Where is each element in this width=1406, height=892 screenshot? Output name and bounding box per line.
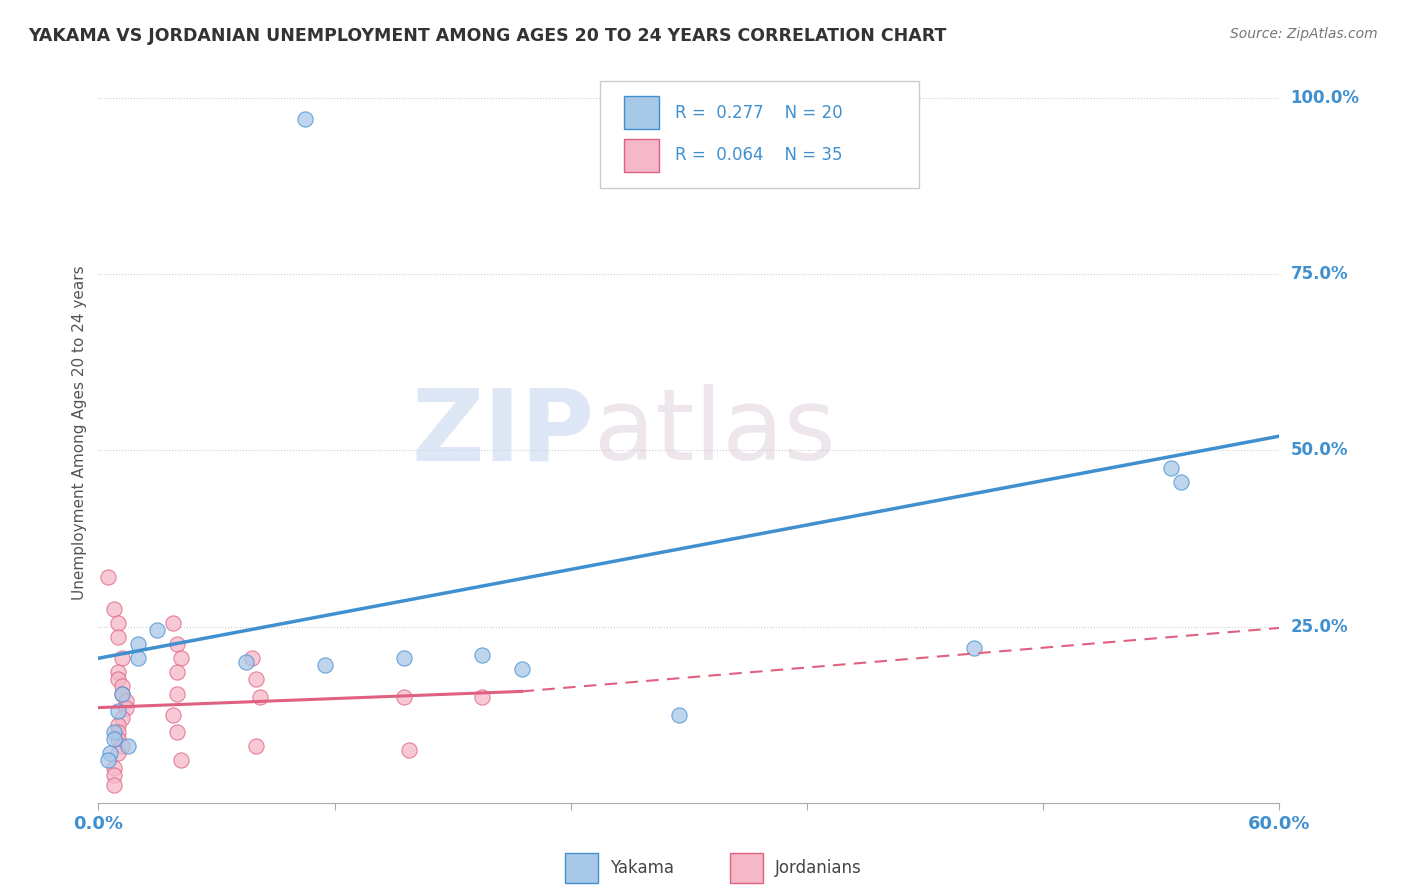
Point bbox=[510, 662, 533, 676]
Point bbox=[111, 651, 134, 665]
Point bbox=[162, 707, 184, 722]
Text: Yakama: Yakama bbox=[610, 859, 673, 877]
Point bbox=[111, 686, 134, 700]
Point bbox=[166, 686, 188, 700]
Point bbox=[170, 754, 193, 768]
Point bbox=[166, 725, 188, 739]
Point bbox=[107, 615, 129, 630]
Point bbox=[166, 637, 188, 651]
Point bbox=[294, 112, 316, 126]
Point bbox=[170, 651, 193, 665]
Point bbox=[117, 739, 139, 754]
Point bbox=[97, 570, 120, 584]
Point bbox=[107, 673, 129, 687]
Point bbox=[111, 739, 134, 754]
Point bbox=[398, 743, 420, 757]
Point bbox=[107, 732, 129, 747]
Point bbox=[111, 686, 134, 700]
Point bbox=[249, 690, 271, 704]
Point bbox=[107, 704, 129, 718]
Point bbox=[392, 690, 415, 704]
Point bbox=[107, 630, 129, 644]
Point bbox=[392, 651, 415, 665]
Text: 100.0%: 100.0% bbox=[1291, 88, 1360, 107]
Text: R =  0.064    N = 35: R = 0.064 N = 35 bbox=[675, 146, 842, 164]
Bar bbox=[565, 853, 598, 883]
Point bbox=[1160, 461, 1182, 475]
Point bbox=[314, 658, 336, 673]
Point bbox=[471, 690, 494, 704]
Point bbox=[103, 778, 125, 792]
Point bbox=[103, 602, 125, 616]
Point bbox=[235, 655, 257, 669]
Text: atlas: atlas bbox=[595, 384, 837, 481]
Point bbox=[245, 739, 267, 754]
Bar bbox=[730, 853, 763, 883]
Point bbox=[127, 637, 149, 651]
Point bbox=[245, 673, 267, 687]
Point bbox=[111, 711, 134, 725]
Point bbox=[115, 693, 138, 707]
Point bbox=[162, 615, 184, 630]
Point bbox=[107, 725, 129, 739]
Point bbox=[668, 707, 690, 722]
Point bbox=[103, 767, 125, 781]
Point bbox=[103, 760, 125, 774]
Text: R =  0.277    N = 20: R = 0.277 N = 20 bbox=[675, 103, 842, 122]
Point bbox=[107, 747, 129, 761]
Point bbox=[103, 732, 125, 747]
Point bbox=[103, 725, 125, 739]
Point bbox=[146, 623, 169, 637]
Bar bbox=[624, 138, 659, 172]
Point bbox=[471, 648, 494, 662]
Point bbox=[111, 680, 134, 694]
Text: 75.0%: 75.0% bbox=[1291, 265, 1348, 283]
Point bbox=[107, 665, 129, 680]
Text: 25.0%: 25.0% bbox=[1291, 617, 1348, 635]
Y-axis label: Unemployment Among Ages 20 to 24 years: Unemployment Among Ages 20 to 24 years bbox=[72, 265, 87, 600]
Text: Jordanians: Jordanians bbox=[775, 859, 862, 877]
Text: 50.0%: 50.0% bbox=[1291, 442, 1348, 459]
Point bbox=[240, 651, 263, 665]
Point bbox=[963, 640, 986, 655]
Text: Source: ZipAtlas.com: Source: ZipAtlas.com bbox=[1230, 27, 1378, 41]
Text: YAKAMA VS JORDANIAN UNEMPLOYMENT AMONG AGES 20 TO 24 YEARS CORRELATION CHART: YAKAMA VS JORDANIAN UNEMPLOYMENT AMONG A… bbox=[28, 27, 946, 45]
FancyBboxPatch shape bbox=[600, 81, 920, 188]
Point bbox=[1170, 475, 1192, 489]
Bar bbox=[624, 95, 659, 129]
Point bbox=[127, 651, 149, 665]
Point bbox=[97, 754, 120, 768]
Text: ZIP: ZIP bbox=[412, 384, 595, 481]
Point bbox=[115, 700, 138, 714]
Point bbox=[166, 665, 188, 680]
Point bbox=[107, 718, 129, 732]
Point bbox=[98, 747, 121, 761]
